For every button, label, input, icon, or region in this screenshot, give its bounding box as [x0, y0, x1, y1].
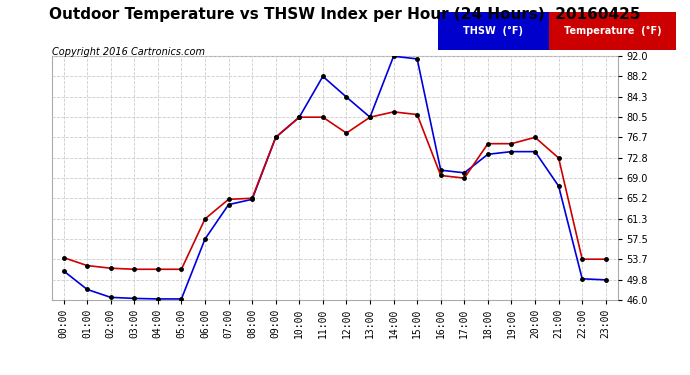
Text: THSW  (°F): THSW (°F)	[464, 26, 523, 36]
Text: Temperature  (°F): Temperature (°F)	[564, 26, 661, 36]
Text: Outdoor Temperature vs THSW Index per Hour (24 Hours)  20160425: Outdoor Temperature vs THSW Index per Ho…	[49, 8, 641, 22]
Text: Copyright 2016 Cartronics.com: Copyright 2016 Cartronics.com	[52, 47, 205, 57]
